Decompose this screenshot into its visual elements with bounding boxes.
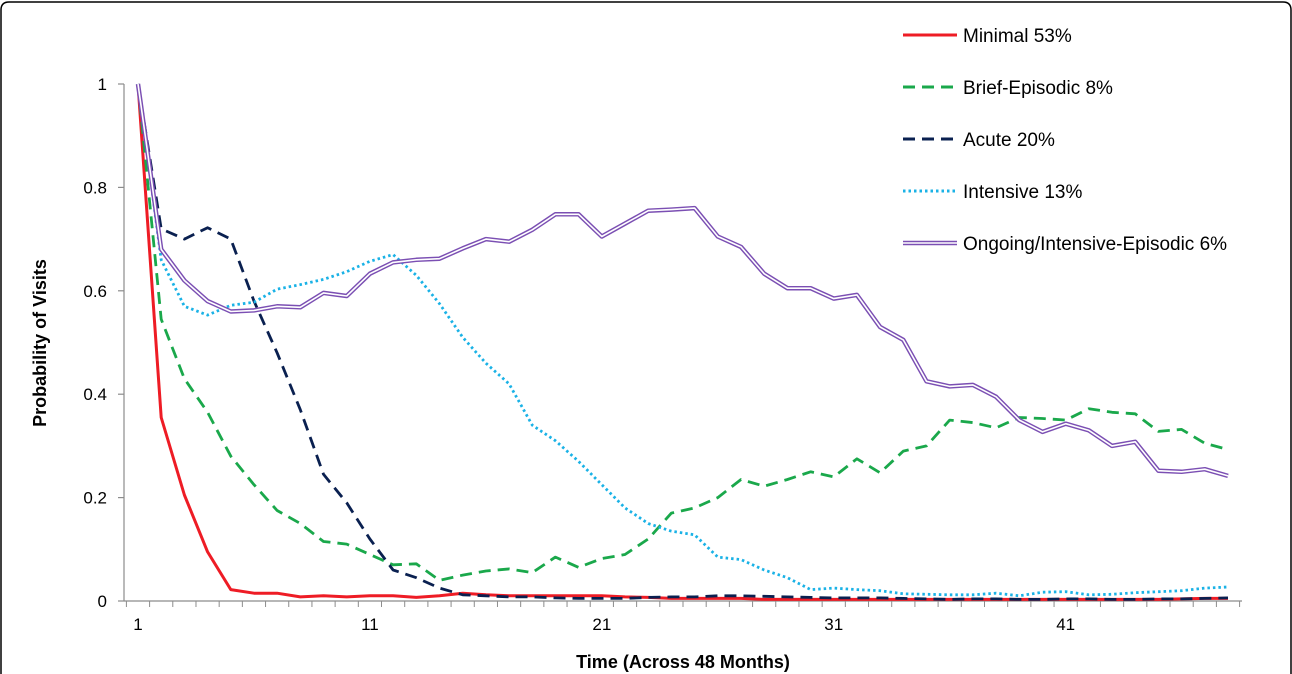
series-lines [138,84,1228,599]
y-tick-label: 0 [98,592,107,611]
series-line-acute [138,84,1228,599]
series-line-minimal [138,84,1228,599]
y-axis-label: Probability of Visits [30,259,50,427]
legend-label: Intensive 13% [963,182,1082,203]
y-tick-label: 0.2 [83,489,107,508]
x-tick-label: 31 [824,615,843,634]
x-tick-label: 1 [133,615,142,634]
y-tick-label: 0.8 [83,178,107,197]
y-tick-label: 1 [98,75,107,94]
legend-label: Acute 20% [963,130,1055,151]
legend: Minimal 53% Brief-Episodic 8% Acute 20% Int… [903,26,1227,255]
x-tick-label: 41 [1056,615,1075,634]
y-tick-label: 0.6 [83,282,107,301]
x-axis-label: Time (Across 48 Months) [576,652,790,672]
legend-label: Minimal 53% [963,26,1072,47]
series-line-intensive [138,84,1228,596]
legend-label: Brief-Episodic 8% [963,78,1113,99]
series-line-brief-episodic [138,84,1228,580]
x-tick-label: 11 [361,615,379,634]
x-ticks: 1 11 21 31 41 [126,601,1239,634]
legend-label: Ongoing/Intensive-Episodic 6% [963,234,1227,255]
series-line-ongoing-intensive-episodic-outer [138,84,1228,476]
y-tick-label: 0.4 [83,385,107,404]
y-ticks: 0 0.2 0.4 0.6 0.8 1 [83,75,124,611]
x-tick-label: 21 [592,615,611,634]
series-line-ongoing-intensive-episodic [138,84,1228,476]
